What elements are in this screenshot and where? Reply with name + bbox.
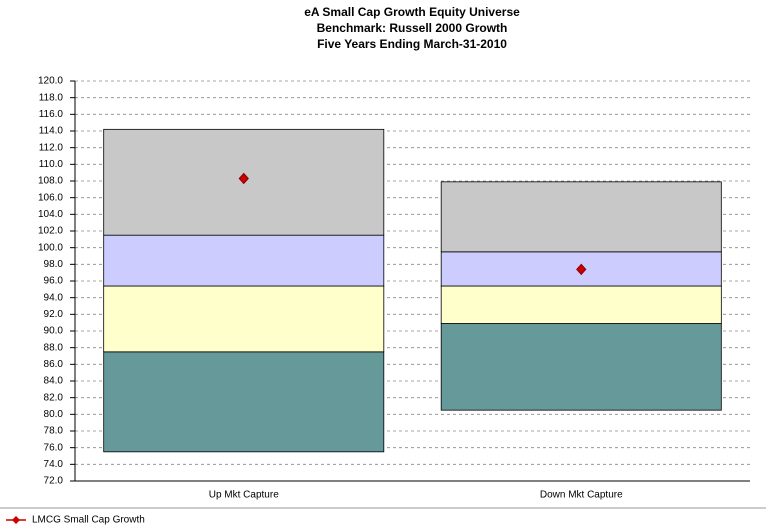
y-tick-label: 84.0: [44, 376, 64, 387]
range-segment: [103, 351, 385, 453]
y-tick-label: 104.0: [38, 209, 63, 220]
y-tick-label: 110.0: [39, 159, 64, 170]
y-tick-label: 88.0: [44, 342, 64, 353]
range-segment: [103, 234, 385, 287]
y-tick-label: 92.0: [44, 309, 64, 320]
range-segment: [440, 285, 722, 324]
y-tick-label: 114.0: [39, 126, 64, 137]
y-tick-label: 102.0: [38, 226, 63, 237]
y-tick-label: 100.0: [38, 242, 63, 253]
legend-label: LMCG Small Cap Growth: [32, 515, 145, 526]
y-tick-label: 96.0: [44, 276, 64, 287]
y-tick-label: 120.0: [38, 76, 63, 87]
range-segment: [103, 285, 385, 353]
chart-title: Five Years Ending March-31-2010: [317, 37, 507, 51]
y-tick-label: 118.0: [39, 92, 64, 103]
y-tick-label: 108.0: [38, 176, 63, 187]
y-tick-label: 80.0: [44, 409, 64, 420]
marker: [238, 172, 249, 185]
y-tick-label: 72.0: [44, 476, 64, 487]
x-tick-label: Down Mkt Capture: [540, 490, 623, 501]
chart-title: eA Small Cap Growth Equity Universe: [304, 5, 520, 19]
y-tick-label: 74.0: [44, 459, 64, 470]
y-tick-label: 86.0: [44, 359, 64, 370]
x-tick-label: Up Mkt Capture: [209, 490, 279, 501]
marker: [576, 263, 587, 276]
y-tick-label: 90.0: [44, 326, 64, 337]
y-tick-label: 116.0: [39, 109, 64, 120]
y-tick-label: 106.0: [38, 192, 63, 203]
y-tick-label: 98.0: [44, 259, 64, 270]
y-tick-label: 112.0: [39, 142, 64, 153]
y-tick-label: 94.0: [44, 292, 64, 303]
chart-title: Benchmark: Russell 2000 Growth: [317, 21, 508, 35]
y-tick-label: 82.0: [44, 392, 64, 403]
range-segment: [440, 323, 722, 411]
y-tick-label: 76.0: [44, 442, 64, 453]
y-tick-label: 78.0: [44, 426, 64, 437]
range-segment: [440, 181, 722, 253]
legend-marker: [12, 516, 20, 524]
